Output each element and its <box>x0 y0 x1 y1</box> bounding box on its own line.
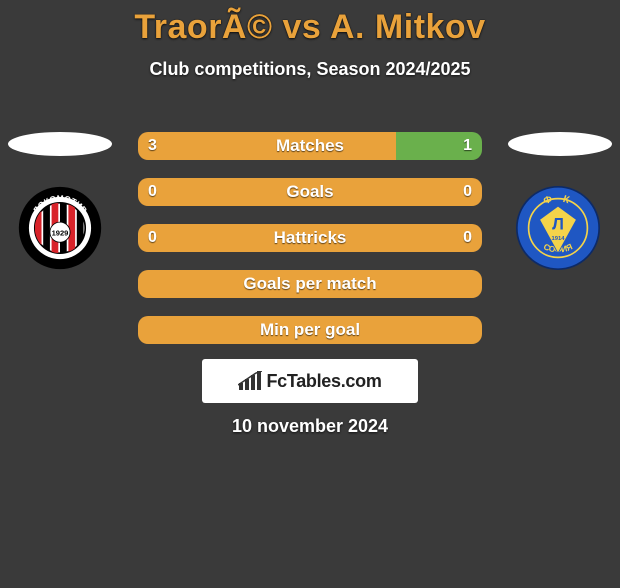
stat-label: Matches <box>138 132 482 160</box>
club-badge-right: Ф К СОФИЯ Л 1914 <box>516 186 600 270</box>
stat-row-goals: 00Goals <box>138 178 482 206</box>
club-badge-left: ЛОКОМОТИВ СОФИЯ 1929 <box>18 186 102 270</box>
stat-label: Goals per match <box>138 270 482 298</box>
subtitle: Club competitions, Season 2024/2025 <box>0 59 620 80</box>
comparison-bars: 31Matches 00Goals 00Hattricks Goals per mat… <box>138 132 482 362</box>
brand-text: FcTables.com <box>266 371 381 392</box>
club-left-year: 1929 <box>52 229 69 238</box>
stat-label: Goals <box>138 178 482 206</box>
club-right-year: 1914 <box>551 236 565 242</box>
date-text: 10 november 2024 <box>0 416 620 437</box>
stat-label: Min per goal <box>138 316 482 344</box>
brand-chart-icon <box>238 371 262 391</box>
club-right-letter: Л <box>552 215 564 234</box>
player-silhouette-left <box>8 132 112 156</box>
brand-box: FcTables.com <box>202 359 418 403</box>
stat-row-hattricks: 00Hattricks <box>138 224 482 252</box>
stat-row-min-per-goal: Min per goal <box>138 316 482 344</box>
club-badge-right-svg: Ф К СОФИЯ Л 1914 <box>516 186 600 270</box>
player-silhouette-right <box>508 132 612 156</box>
club-badge-left-svg: ЛОКОМОТИВ СОФИЯ 1929 <box>18 186 102 270</box>
page-title: TraorÃ© vs A. Mitkov <box>0 8 620 47</box>
stat-row-goals-per-match: Goals per match <box>138 270 482 298</box>
stat-label: Hattricks <box>138 224 482 252</box>
stat-row-matches: 31Matches <box>138 132 482 160</box>
